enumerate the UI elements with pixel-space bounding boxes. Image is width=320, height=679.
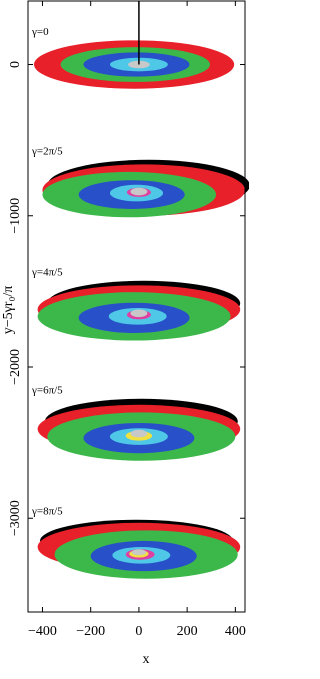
x-tick-label: −400 [28,624,57,639]
plot-frame [27,0,246,613]
ellipse [130,309,148,318]
panel-label: γ=8π/5 [31,505,63,517]
x-tick-label: 200 [177,624,198,639]
y-tick-label: −2000 [8,349,23,385]
ellipse [131,549,147,556]
x-axis-label: x [143,652,150,667]
x-tick-label: 400 [225,624,246,639]
ellipse [130,429,148,438]
y-tick-label: 0 [8,61,23,68]
panel-label: γ=4π/5 [31,266,63,278]
chart: x y−5γr₀/π γ=0 γ=2π/5 γ=4π/5 γ=6π/5 γ=8π/5 −4… [1,0,250,667]
panel-label: γ=2π/5 [31,145,63,157]
x-tick-label: −200 [76,624,105,639]
x-tick-label: 0 [135,624,142,639]
panel-label: γ=0 [31,26,49,38]
ellipse [130,187,148,196]
y-axis-label: y−5γr₀/π [1,286,16,335]
y-tick-label: −1000 [8,198,23,234]
panel-label: γ=6π/5 [31,384,63,396]
y-tick-label: −3000 [8,500,23,536]
